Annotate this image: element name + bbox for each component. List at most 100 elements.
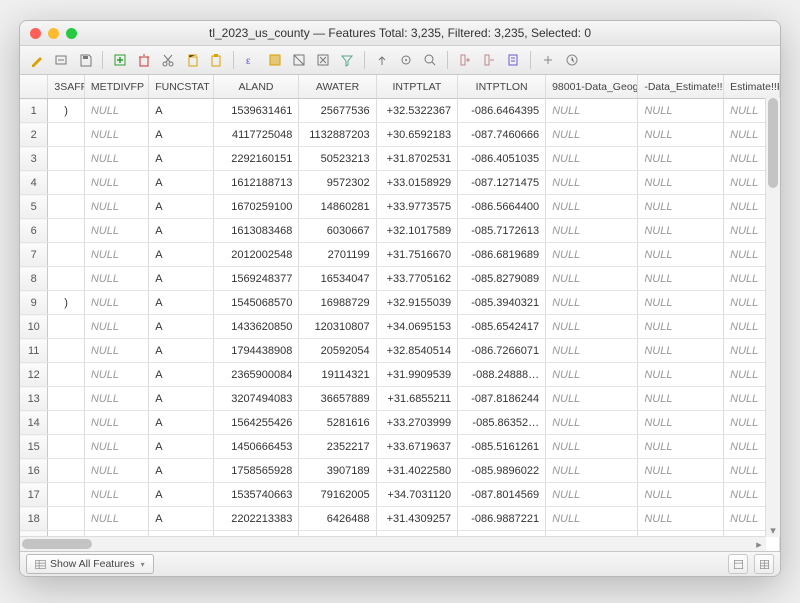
table-row[interactable]: 18NULLA22022133836426488+31.4309257-086.… [20,507,780,531]
row-header[interactable]: 8 [20,267,48,291]
cell[interactable]: NULL [546,411,638,435]
row-header[interactable]: 9 [20,291,48,315]
cell[interactable]: NULL [638,147,724,171]
cell[interactable]: +31.6855211 [376,387,458,411]
cell[interactable]: NULL [84,243,148,267]
cell[interactable]: -087.7460666 [458,123,546,147]
cell[interactable]: +32.1017589 [376,219,458,243]
column-header[interactable]: INTPTLON [458,75,546,99]
zoom-icon[interactable] [66,28,77,39]
cell[interactable]: NULL [84,507,148,531]
row-header[interactable]: 13 [20,387,48,411]
cell[interactable]: NULL [546,315,638,339]
pan-to-icon[interactable] [395,49,417,71]
table-row[interactable]: 7NULLA20120025482701199+31.7516670-086.6… [20,243,780,267]
cell[interactable]: A [149,219,213,243]
cell[interactable]: NULL [546,435,638,459]
cell[interactable]: -087.8186244 [458,387,546,411]
cell[interactable]: NULL [638,483,724,507]
cell[interactable]: 2352217 [299,435,376,459]
cell[interactable]: NULL [546,195,638,219]
cell[interactable]: -087.1271475 [458,171,546,195]
cell[interactable]: 1450666453 [213,435,299,459]
cell[interactable]: 2292160151 [213,147,299,171]
cell[interactable]: 19114321 [299,363,376,387]
cell[interactable] [48,267,84,291]
cell[interactable]: A [149,387,213,411]
cell[interactable]: -085.8279089 [458,267,546,291]
cell[interactable] [48,147,84,171]
cell[interactable]: NULL [84,267,148,291]
cell[interactable]: 2365900084 [213,363,299,387]
cell[interactable]: 1794438908 [213,339,299,363]
cell[interactable] [48,459,84,483]
cell[interactable]: A [149,99,213,123]
column-header[interactable]: METDIVFP [84,75,148,99]
cell[interactable]: NULL [638,459,724,483]
zoom-to-icon[interactable] [419,49,441,71]
cell[interactable]: 1758565928 [213,459,299,483]
cell[interactable]: NULL [546,147,638,171]
cell[interactable]: NULL [84,147,148,171]
invert-icon[interactable] [288,49,310,71]
row-header[interactable]: 4 [20,171,48,195]
cell[interactable]: NULL [84,387,148,411]
cell[interactable]: 2202213383 [213,507,299,531]
cell[interactable]: +31.7516670 [376,243,458,267]
cell[interactable]: NULL [84,339,148,363]
cell[interactable]: ) [48,99,84,123]
cell[interactable]: +33.6719637 [376,435,458,459]
delete-column-icon[interactable] [478,49,500,71]
delete-feature-icon[interactable] [133,49,155,71]
cell[interactable] [48,339,84,363]
cell[interactable] [48,243,84,267]
cell[interactable]: A [149,315,213,339]
cell[interactable]: 1670259100 [213,195,299,219]
pencil-icon[interactable] [26,49,48,71]
show-all-features-button[interactable]: Show All Features ▾ [26,554,154,574]
cell[interactable]: -085.9896022 [458,459,546,483]
cell[interactable] [48,171,84,195]
select-all-icon[interactable] [264,49,286,71]
cell[interactable]: ) [48,291,84,315]
row-header[interactable]: 6 [20,219,48,243]
cell[interactable]: NULL [84,195,148,219]
cell[interactable]: NULL [546,459,638,483]
row-header[interactable]: 10 [20,315,48,339]
cell[interactable] [48,483,84,507]
cell[interactable]: -086.7266071 [458,339,546,363]
cell[interactable]: +32.9155039 [376,291,458,315]
cell[interactable]: -086.6819689 [458,243,546,267]
cell[interactable]: +33.0158929 [376,171,458,195]
cell[interactable]: A [149,243,213,267]
cell[interactable]: 4117725048 [213,123,299,147]
cell[interactable]: 6030667 [299,219,376,243]
cell[interactable]: NULL [84,411,148,435]
cell[interactable]: NULL [84,459,148,483]
add-feature-icon[interactable] [109,49,131,71]
column-header[interactable]: 98001-Data_Geog [546,75,638,99]
table-row[interactable]: 6NULLA16130834686030667+32.1017589-085.7… [20,219,780,243]
scroll-right-icon[interactable]: ▸ [752,537,766,551]
column-header[interactable]: 3SAFP [48,75,84,99]
table-row[interactable]: 1)NULLA153963146125677536+32.5322367-086… [20,99,780,123]
form-view-icon[interactable] [728,554,748,574]
cell[interactable]: -088.24888… [458,363,546,387]
row-header[interactable]: 3 [20,147,48,171]
table-row[interactable]: 2NULLA41177250481132887203+30.6592183-08… [20,123,780,147]
move-top-icon[interactable] [371,49,393,71]
cell[interactable]: 14860281 [299,195,376,219]
cell[interactable]: A [149,147,213,171]
table-row[interactable]: 9)NULLA154506857016988729+32.9155039-085… [20,291,780,315]
cell[interactable]: NULL [638,123,724,147]
cell[interactable]: +31.4309257 [376,507,458,531]
cell[interactable] [48,507,84,531]
table-row[interactable]: 14NULLA15642554265281616+33.2703999-085.… [20,411,780,435]
cell[interactable]: NULL [84,171,148,195]
table-row[interactable]: 16NULLA17585659283907189+31.4022580-085.… [20,459,780,483]
actions-icon[interactable] [561,49,583,71]
cell[interactable]: NULL [546,123,638,147]
cell[interactable]: NULL [638,291,724,315]
cell[interactable] [48,411,84,435]
cell[interactable]: 3907189 [299,459,376,483]
